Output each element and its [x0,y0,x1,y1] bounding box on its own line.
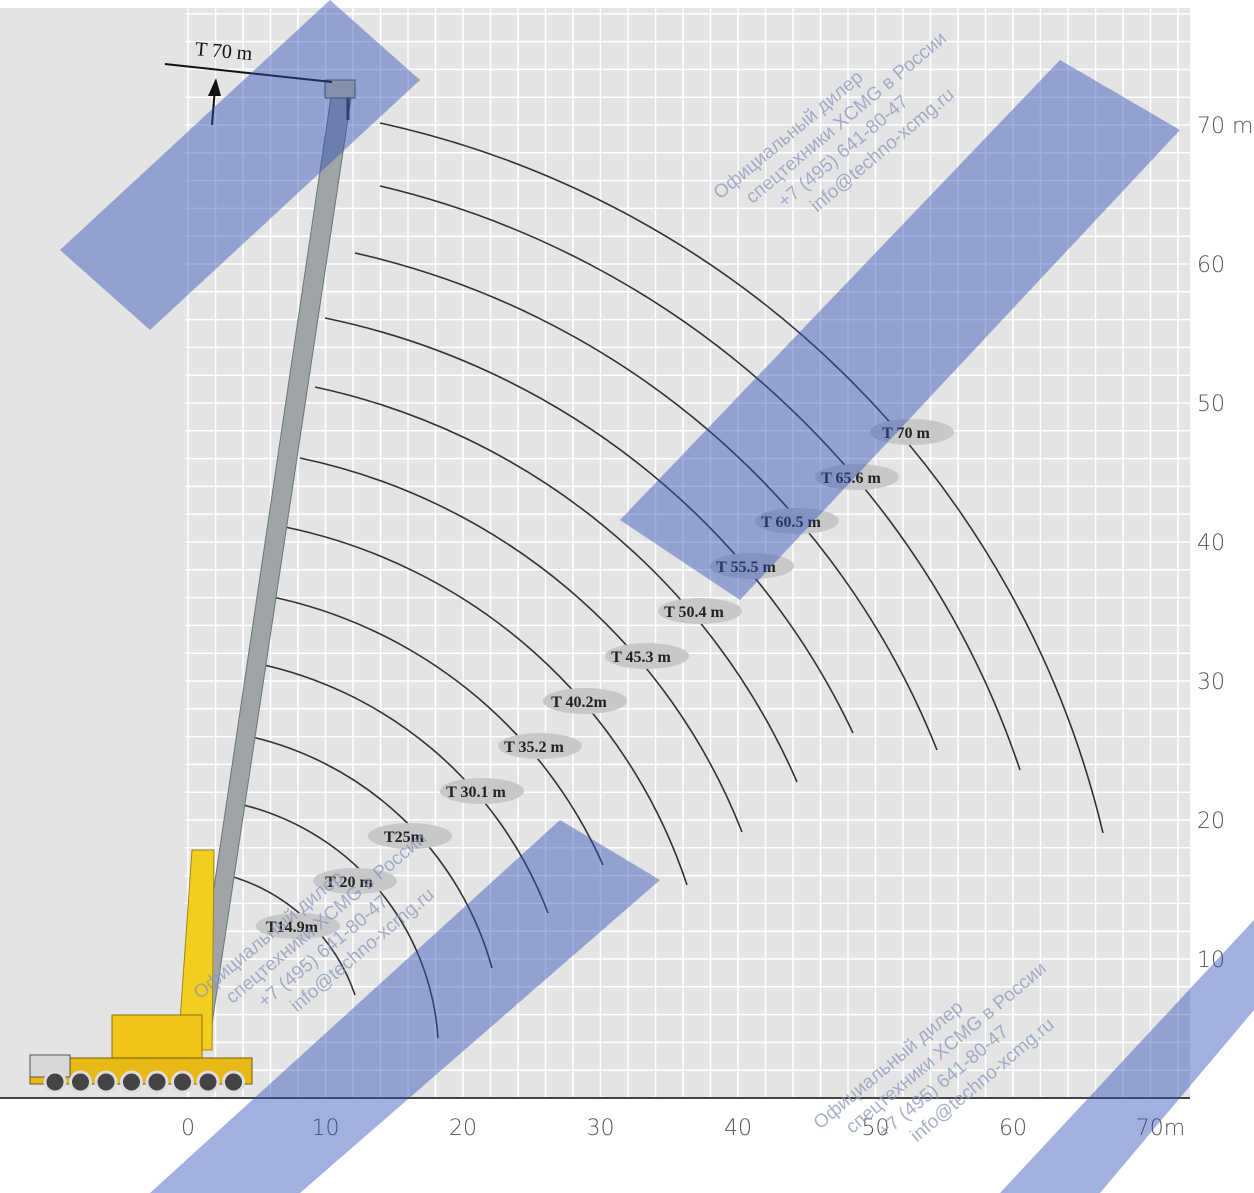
y-tick-label: 50 [1197,392,1225,417]
label-bubble [498,733,582,759]
watermark-band [620,60,1180,600]
x-tick-label: 60 [999,1116,1027,1141]
boom-label: T 45.3 m [611,649,671,666]
label-bubble [710,553,794,579]
watermark-band [1000,920,1254,1193]
label-bubble [543,688,627,714]
boom-label: T 50.4 m [664,604,724,621]
range-arcs [229,122,1104,1039]
superstructure [111,1014,203,1064]
watermark-band [60,0,420,330]
boom-label: T 70 m [882,425,930,442]
y-tick-label: 60 [1197,253,1225,278]
label-bubble [368,823,452,849]
range-arc [242,734,493,969]
range-arc [267,595,604,866]
label-bubble [870,419,954,445]
y-tick-label: 30 [1197,670,1225,695]
boom-label: T 35.2 m [504,739,564,756]
arrow-head [208,78,221,96]
boom-head [324,79,356,99]
boom-labels: T14.9m T 20 m T25m T 30.1 m T 35.2 m T 40.2m T… [256,419,954,939]
x-tick-label: 50 [862,1116,890,1141]
range-arc [249,661,549,914]
range-arc [284,526,688,886]
y-tick-label: 40 [1197,531,1225,556]
wheel [222,1070,245,1094]
boom-label: T 30.1 m [446,784,506,801]
wheel [171,1070,194,1094]
label-bubble [815,464,899,490]
x-tick-label: 0 [181,1116,195,1141]
top-label: T 70 m [194,38,254,65]
crane [29,79,356,1094]
boom-label: T 65.6 m [821,470,881,487]
watermark-band [150,820,660,1193]
range-arc [354,252,938,751]
label-bubble [658,598,742,624]
boom-label: T14.9m [266,919,319,936]
wheel [120,1070,143,1094]
x-tick-label: 30 [587,1116,615,1141]
x-tick-label: 70m [1136,1116,1185,1141]
label-bubble [256,913,340,939]
label-bubble [440,778,524,804]
range-arc [299,457,743,833]
x-tick-label: 40 [724,1116,752,1141]
wheels [43,1070,245,1094]
label-bubble [313,868,397,894]
boom-label: T25m [384,829,425,846]
y-tick-label: 10 [1197,948,1225,973]
y-tick-label: 20 [1197,809,1225,834]
boom-label: T 55.5 m [716,559,776,576]
boom-label: T 60.5 m [761,514,821,531]
range-arc [314,386,798,783]
boom-label: T 20 m [325,874,373,891]
wheel [94,1070,118,1094]
range-arc [379,122,1104,834]
wheel [145,1070,169,1094]
wheel [43,1070,67,1094]
wheel [196,1070,220,1094]
range-arc [379,185,1021,771]
wheel [69,1070,92,1094]
x-tick-label: 10 [312,1116,340,1141]
axis-ticks: 0 10 20 30 40 50 60 70m 10 20 30 40 50 60 70 m [181,114,1253,1141]
label-bubble [755,508,839,534]
height-line [164,63,333,83]
boom-label: T 40.2m [551,694,607,711]
label-bubble [605,643,689,669]
y-tick-label: 70 m [1197,114,1253,139]
range-arc [324,317,854,734]
x-tick-label: 20 [449,1116,477,1141]
